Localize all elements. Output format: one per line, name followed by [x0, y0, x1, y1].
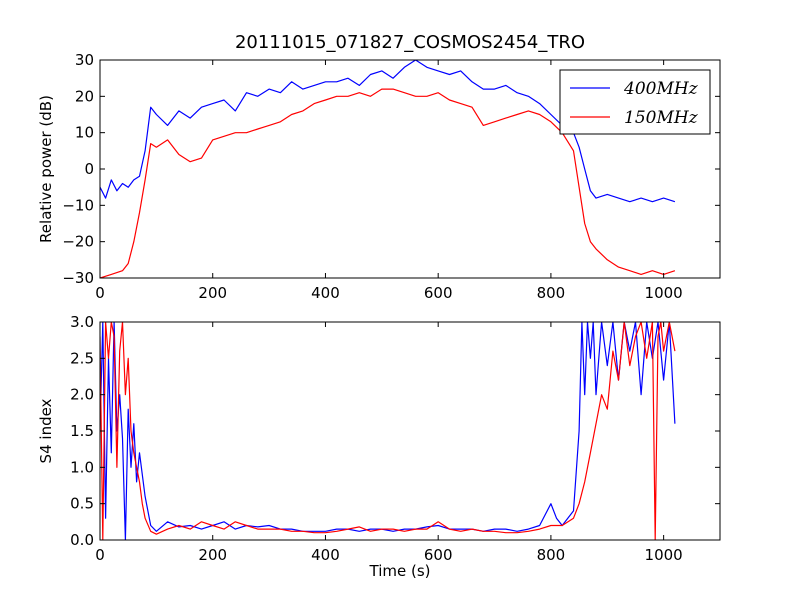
y-tick-label: 10: [75, 124, 94, 142]
x-tick-label: 800: [537, 284, 566, 302]
y-tick-label: 0.0: [70, 531, 94, 549]
chart-title: 20111015_071827_COSMOS2454_TRO: [235, 32, 585, 53]
y-tick-label: −10: [62, 196, 94, 214]
y-tick-label: −20: [62, 233, 94, 251]
series-group: [100, 60, 676, 278]
y-tick-label: 0: [84, 160, 94, 178]
x-tick-label: 200: [198, 546, 227, 564]
y-tick-label: 1.0: [70, 458, 94, 476]
legend: 400MHz 150MHz: [559, 69, 711, 135]
y-tick-label: 20: [75, 87, 94, 105]
x-tick-label: 1000: [645, 284, 683, 302]
y-axis-title: Relative power (dB): [37, 95, 55, 243]
legend-label: 400MHz: [623, 79, 699, 99]
y-tick-label: 3.0: [70, 313, 94, 331]
legend-label: 150MHz: [624, 108, 699, 128]
series-line-150mhz: [100, 322, 676, 540]
y-tick-label: 2.0: [70, 386, 94, 404]
y-axis-title: S4 index: [37, 398, 55, 463]
x-tick-label: 0: [95, 546, 105, 564]
y-tick-label: −30: [62, 269, 94, 287]
series-group: [100, 322, 676, 540]
x-tick-label: 400: [311, 284, 340, 302]
panel-s4: 0 200 400 600 800 1000 0.0 0.5 1.0 1.5 2.0 2.5 3.0 S4…: [37, 313, 721, 580]
series-line-150mhz: [100, 88, 676, 278]
x-tick-label: 200: [198, 284, 227, 302]
x-tick-label: 1000: [645, 546, 683, 564]
y-tick-label: 1.5: [70, 422, 94, 440]
x-tick-label: 600: [424, 284, 453, 302]
x-tick-label: 400: [311, 546, 340, 564]
y-tick-label: 30: [75, 51, 94, 69]
y-tick-label: 0.5: [70, 495, 94, 513]
series-line-400mhz: [100, 60, 676, 203]
legend-box: [559, 69, 711, 135]
x-axis-title: Time (s): [369, 562, 431, 580]
panel-power: 0 200 400 600 800 1000 −30 −20 −10 0 10 20 30 Relativ…: [37, 51, 721, 302]
y-tick-label: 2.5: [70, 349, 94, 367]
x-tick-label: 0: [95, 284, 105, 302]
x-tick-label: 800: [537, 546, 566, 564]
x-tick-label: 600: [424, 546, 453, 564]
